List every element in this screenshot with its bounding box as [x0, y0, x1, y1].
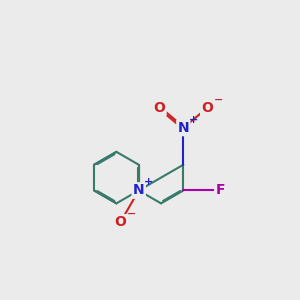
Text: +: +: [144, 177, 153, 188]
Text: −: −: [127, 209, 136, 219]
Text: O: O: [114, 215, 126, 230]
Text: F: F: [215, 184, 225, 197]
Text: O: O: [201, 101, 213, 115]
Text: N: N: [133, 184, 145, 197]
Text: +: +: [189, 115, 198, 125]
Text: N: N: [178, 121, 189, 135]
Text: −: −: [214, 95, 223, 105]
Text: O: O: [154, 101, 165, 115]
